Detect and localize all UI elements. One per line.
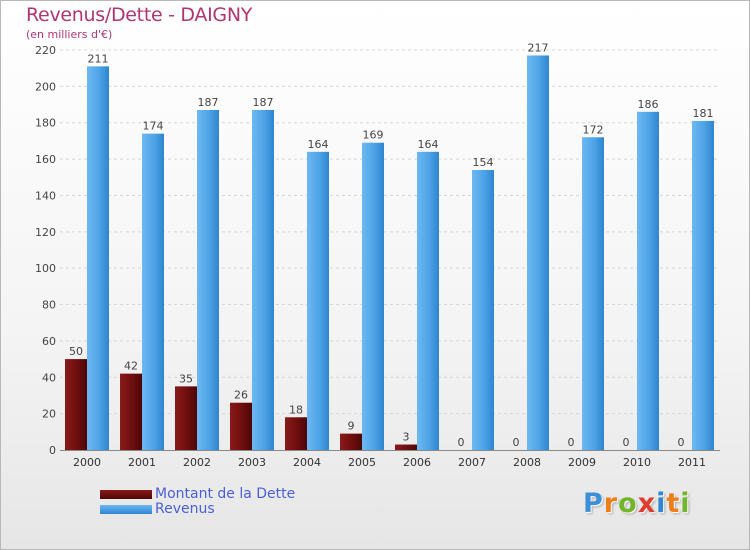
y-axis-tick-labels: 0 20 40 60 80 100 120 140 160 180 200 220 — [35, 44, 56, 457]
x-tick-label: 2001 — [128, 456, 156, 469]
x-axis-tick-labels: 2000 2001 2002 2003 2004 2005 2006 2007 2008 2009… — [73, 456, 706, 469]
revenue-bar — [417, 151, 439, 450]
revenue-bar — [637, 111, 659, 451]
revenue-bar-value-label: 211 — [88, 52, 109, 65]
y-tick-label: 0 — [49, 444, 56, 457]
proxiti-logo: Proxiti — [583, 488, 691, 519]
y-tick-label: 60 — [42, 335, 56, 348]
revenue-bar — [527, 55, 549, 451]
revenue-bar-value-label: 169 — [363, 129, 384, 142]
x-tick-label: 2004 — [293, 456, 321, 469]
debt-bar-value-label: 0 — [513, 436, 520, 449]
logo-letter: i — [680, 488, 691, 519]
revenue-bar-value-label: 187 — [253, 96, 274, 109]
y-tick-label: 40 — [42, 371, 56, 384]
debt-bar-value-label: 35 — [179, 372, 193, 385]
y-tick-label: 180 — [35, 117, 56, 130]
revenue-bar-value-label: 172 — [583, 123, 604, 136]
chart-title: Revenus/Dette - DAIGNY — [26, 4, 253, 26]
debt-bar — [340, 433, 362, 450]
logo-letter: P — [583, 488, 604, 519]
x-tick-label: 2006 — [403, 456, 431, 469]
logo-letter: r — [603, 488, 619, 519]
x-tick-label: 2008 — [513, 456, 541, 469]
x-tick-label: 2010 — [623, 456, 651, 469]
logo-letter: t — [666, 488, 681, 519]
debt-bar-value-label: 0 — [623, 436, 630, 449]
debt-bar-value-label: 18 — [289, 403, 303, 416]
debt-bar-value-label: 0 — [678, 436, 685, 449]
legend-swatch-revenue — [100, 505, 152, 514]
debt-bar-value-label: 42 — [124, 360, 138, 373]
revenue-bar-value-label: 164 — [418, 138, 439, 151]
debt-bar — [65, 359, 87, 450]
revenue-bar — [692, 120, 714, 450]
x-tick-label: 2005 — [348, 456, 376, 469]
x-tick-label: 2011 — [678, 456, 706, 469]
revenue-bar-value-label: 187 — [198, 96, 219, 109]
revenue-bar — [472, 170, 494, 450]
logo-letter: o — [618, 488, 638, 519]
revenue-bar-value-label: 164 — [308, 138, 329, 151]
x-tick-label: 2009 — [568, 456, 596, 469]
debt-bar-value-label: 9 — [348, 420, 355, 433]
legend-swatch-debt — [100, 490, 152, 499]
legend-label-debt: Montant de la Dette — [155, 486, 296, 502]
revenue-bar — [582, 137, 604, 451]
logo-letter: x — [637, 488, 657, 519]
chart-subtitle: (en milliers d'€) — [26, 28, 113, 41]
revenue-bar — [197, 110, 219, 450]
debt-bar — [175, 386, 197, 450]
debt-bar — [395, 444, 417, 450]
legend-label-revenue: Revenus — [155, 501, 215, 517]
debt-bar-value-label: 3 — [403, 431, 410, 444]
revenue-bar — [362, 142, 384, 450]
y-tick-label: 20 — [42, 408, 56, 421]
y-tick-label: 220 — [35, 44, 56, 57]
x-tick-label: 2003 — [238, 456, 266, 469]
debt-bar-value-label: 26 — [234, 389, 248, 402]
y-tick-label: 160 — [35, 153, 56, 166]
data-labels: 50 211 42 174 35 187 26 187 18 164 9 169 3 164 0 154 0 21… — [69, 41, 714, 449]
revenue-bar — [252, 110, 274, 450]
revenue-bar-value-label: 217 — [528, 41, 549, 54]
bars — [65, 55, 714, 451]
revenue-bar-value-label: 154 — [473, 156, 494, 169]
x-tick-label: 2002 — [183, 456, 211, 469]
grid — [60, 49, 720, 415]
debt-bar-value-label: 0 — [458, 436, 465, 449]
revenue-bar — [87, 66, 109, 450]
y-tick-label: 100 — [35, 262, 56, 275]
revenue-bar — [307, 151, 329, 450]
revenue-bar-value-label: 181 — [693, 107, 714, 120]
logo-letter: i — [656, 488, 667, 519]
x-tick-label: 2000 — [73, 456, 101, 469]
revenue-bar-value-label: 186 — [638, 98, 659, 111]
y-tick-label: 120 — [35, 226, 56, 239]
x-tick-label: 2007 — [458, 456, 486, 469]
y-tick-label: 140 — [35, 189, 56, 202]
revenue-bar — [142, 133, 164, 451]
revenue-bar-value-label: 174 — [143, 120, 164, 133]
y-tick-label: 80 — [42, 299, 56, 312]
y-tick-label: 200 — [35, 80, 56, 93]
debt-bar-value-label: 50 — [69, 345, 83, 358]
debt-bar-value-label: 0 — [568, 436, 575, 449]
debt-bar — [285, 417, 307, 450]
debt-bar — [120, 373, 142, 450]
debt-bar — [230, 402, 252, 450]
